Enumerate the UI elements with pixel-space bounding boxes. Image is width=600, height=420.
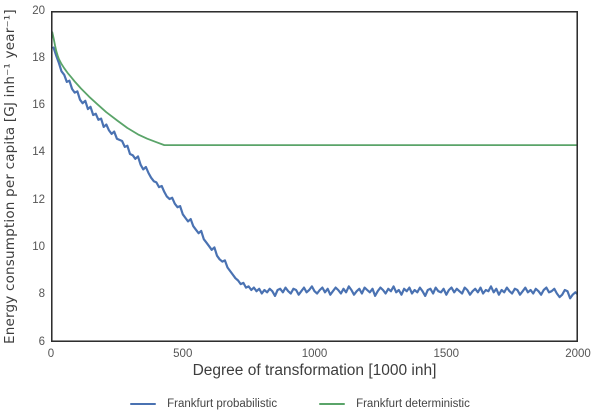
axes-spines bbox=[51, 11, 578, 342]
y-tick-label: 16 bbox=[32, 99, 45, 112]
x-tick-label: 0 bbox=[47, 348, 55, 360]
x-tick-label: 500 bbox=[173, 348, 193, 360]
legend-line-swatch bbox=[130, 402, 157, 406]
x-tick-label: 1500 bbox=[433, 348, 460, 360]
y-tick-label: 10 bbox=[32, 240, 45, 253]
legend-label: Frankfurt deterministic bbox=[356, 398, 470, 410]
y-tick-label: 12 bbox=[32, 193, 45, 206]
series-line bbox=[51, 31, 578, 147]
x-tick-label: 2000 bbox=[565, 348, 591, 360]
legend: Frankfurt probabilistic Frankfurt determi… bbox=[0, 398, 600, 410]
x-tick-label: 1000 bbox=[301, 348, 328, 360]
y-tick-label: 8 bbox=[38, 288, 45, 301]
y-tick-label: 20 bbox=[32, 4, 45, 17]
legend-item: Frankfurt probabilistic bbox=[130, 398, 277, 410]
y-axis-title: Energy consumption per capita [GJ inh⁻¹ … bbox=[2, 9, 18, 344]
legend-item: Frankfurt deterministic bbox=[319, 398, 470, 410]
y-tick-label: 6 bbox=[38, 335, 45, 348]
series-line bbox=[52, 46, 578, 300]
y-tick-label: 18 bbox=[32, 51, 45, 64]
plot-area bbox=[51, 11, 578, 342]
legend-label: Frankfurt probabilistic bbox=[167, 398, 278, 410]
legend-line-swatch bbox=[319, 402, 346, 406]
y-tick-label: 14 bbox=[32, 146, 45, 159]
x-axis-title: Degree of transformation [1000 inh] bbox=[192, 362, 437, 379]
